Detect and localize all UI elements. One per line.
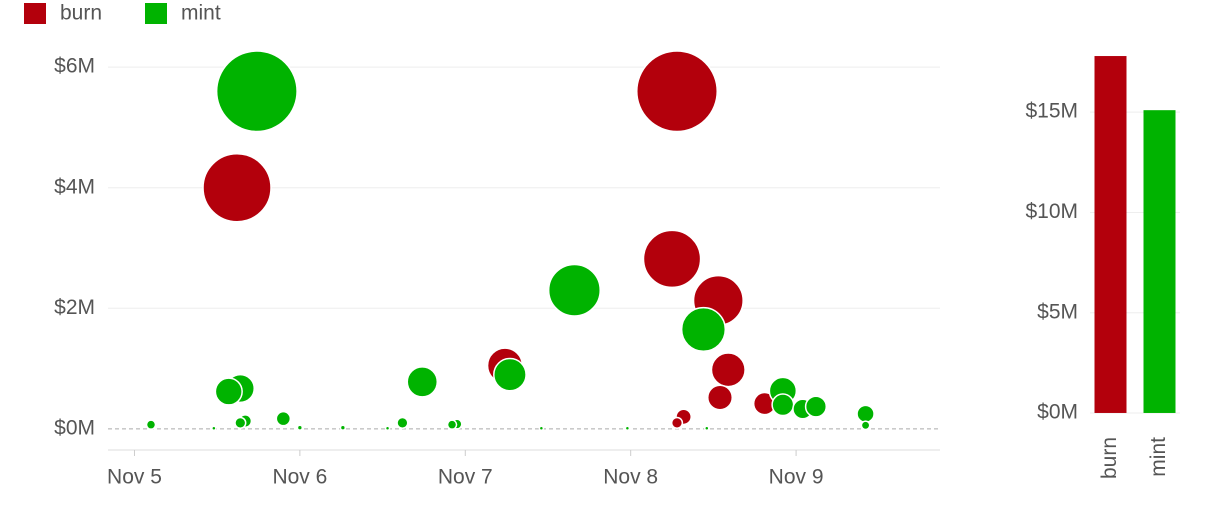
legend-label: burn xyxy=(60,2,102,25)
bubble xyxy=(215,50,298,133)
bubble xyxy=(538,425,545,432)
bubble xyxy=(624,425,631,432)
bar xyxy=(1143,110,1176,413)
bubble xyxy=(396,416,409,429)
x-tick-label: Nov 6 xyxy=(272,466,327,489)
bubble xyxy=(493,357,527,392)
x-tick-label: Nov 5 xyxy=(107,466,162,489)
bubble xyxy=(406,366,439,398)
bubble xyxy=(234,416,247,429)
bubble xyxy=(860,420,871,431)
y-tick-label: $0M xyxy=(54,416,95,439)
bubble xyxy=(636,50,718,133)
bubble xyxy=(384,425,391,432)
bubble xyxy=(771,393,795,417)
bubble xyxy=(804,395,828,418)
bubble xyxy=(706,384,734,411)
y-tick-label: $0M xyxy=(1037,401,1078,424)
x-tick-label: mint xyxy=(1147,437,1170,477)
bubble xyxy=(670,416,684,429)
x-tick-label: burn xyxy=(1098,437,1121,479)
bubble xyxy=(214,377,243,406)
y-tick-label: $6M xyxy=(54,55,95,78)
y-tick-label: $4M xyxy=(54,175,95,198)
bubble xyxy=(856,404,875,424)
y-tick-label: $5M xyxy=(1037,300,1078,323)
y-tick-label: $2M xyxy=(54,296,95,319)
bubble xyxy=(642,229,702,289)
y-tick-label: $10M xyxy=(1025,200,1078,223)
y-tick-label: $15M xyxy=(1025,100,1078,123)
bubble xyxy=(275,410,292,427)
x-tick-label: Nov 7 xyxy=(438,466,493,489)
legend-label: mint xyxy=(181,2,221,25)
bubble xyxy=(446,419,458,430)
legend-swatch xyxy=(145,3,167,24)
bubble xyxy=(339,424,347,431)
legend-swatch xyxy=(24,3,46,24)
bubble xyxy=(202,152,272,223)
x-tick-label: Nov 9 xyxy=(769,466,824,489)
bubble xyxy=(704,425,710,432)
bubble xyxy=(547,263,601,317)
bubble xyxy=(296,424,304,431)
bubble xyxy=(211,425,217,432)
x-tick-label: Nov 8 xyxy=(603,466,658,489)
bar xyxy=(1094,56,1127,413)
bubble xyxy=(145,419,157,430)
bubble xyxy=(680,306,727,352)
bubble xyxy=(710,352,746,388)
